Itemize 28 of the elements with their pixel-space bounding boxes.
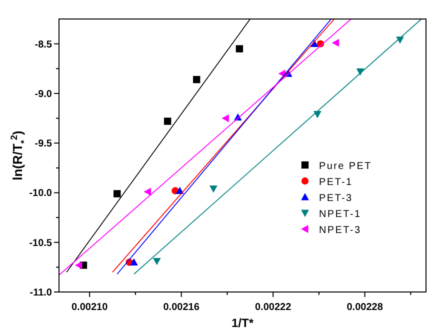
point [222, 114, 229, 122]
legend-label: NPET-1 [319, 209, 362, 220]
point [144, 188, 151, 196]
legend-label: NPET-3 [319, 225, 362, 236]
x-tick-label: 0.00210 [72, 302, 108, 313]
point [193, 76, 200, 84]
y-tick-label: -10.5 [29, 238, 52, 249]
point [114, 190, 121, 198]
point [130, 258, 138, 266]
point [152, 258, 161, 266]
legend-label: PET-1 [319, 177, 353, 188]
legend-label: PET-3 [319, 193, 353, 204]
point [164, 118, 172, 125]
x-axis-title: 1/T* [231, 316, 254, 330]
x-tick-label: 0.00222 [255, 302, 292, 313]
y-tick-label: -9.0 [34, 88, 52, 100]
point [209, 186, 218, 193]
point [176, 186, 184, 194]
x-tick-label: 0.00228 [346, 302, 384, 313]
y-tick-label: -9.5 [34, 138, 52, 150]
y-tick-label: -8.5 [34, 39, 52, 50]
y-tick-label: -10.0 [29, 188, 52, 200]
x-tick-label: 0.00216 [163, 302, 200, 313]
point [332, 38, 340, 47]
y-tick-label: -11.0 [30, 288, 52, 298]
legend-label: Pure PET [319, 161, 372, 172]
point [236, 45, 244, 52]
point [74, 261, 82, 270]
